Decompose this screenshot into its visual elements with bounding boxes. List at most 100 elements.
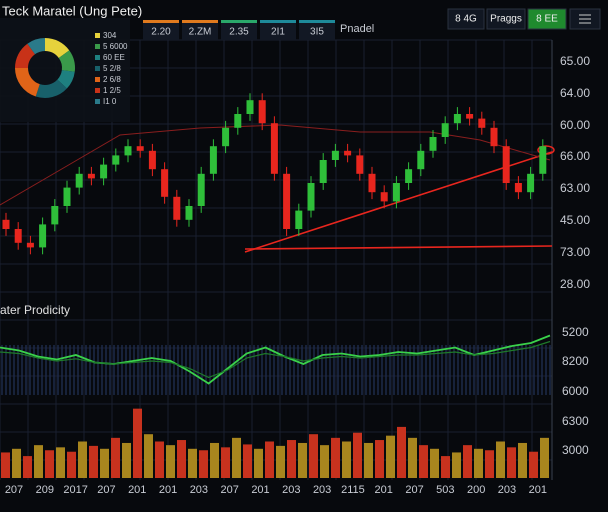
volume-bar xyxy=(144,434,153,478)
tab[interactable] xyxy=(182,20,218,40)
tab-label: 3I5 xyxy=(310,27,324,38)
x-axis-label: 201 xyxy=(375,484,393,496)
donut-segment xyxy=(27,38,45,55)
volume-axis-label: 3000 xyxy=(562,443,589,457)
indicator-line xyxy=(0,334,551,385)
candle-body xyxy=(63,187,71,206)
x-axis-label: 209 xyxy=(36,484,54,496)
candle-body xyxy=(124,146,132,156)
x-axis-label: 207 xyxy=(221,484,239,496)
legend-swatch xyxy=(95,99,100,104)
volume-bar xyxy=(166,445,175,478)
candle-body xyxy=(136,146,144,151)
candle-body xyxy=(270,123,278,174)
volume-bar xyxy=(122,442,131,478)
volume-bar xyxy=(463,445,472,478)
volume-bar xyxy=(67,451,76,478)
candle-body xyxy=(222,127,230,147)
volume-bar xyxy=(375,440,384,478)
volume-bar xyxy=(518,442,527,478)
tab[interactable] xyxy=(143,20,179,40)
candle-body xyxy=(295,210,303,229)
volume-bar xyxy=(408,437,417,478)
candle-body xyxy=(148,150,156,170)
x-axis-label: 201 xyxy=(529,484,547,496)
candle-body xyxy=(161,169,169,197)
candle-body xyxy=(368,173,376,193)
x-axis-label: 207 xyxy=(5,484,23,496)
x-axis-label: 2115 xyxy=(341,484,365,496)
indicator-title: ater Prodicity xyxy=(0,303,70,317)
candle-body xyxy=(441,123,449,137)
x-axis-label: 207 xyxy=(97,484,115,496)
volume-bar xyxy=(496,441,505,478)
volume-bar xyxy=(210,442,219,478)
volume-bar xyxy=(89,445,98,478)
x-axis-label: 207 xyxy=(405,484,423,496)
volume-bar xyxy=(199,450,208,478)
volume-bar xyxy=(540,437,549,478)
candle-body xyxy=(234,114,242,128)
price-axis-label: 28.00 xyxy=(560,277,590,291)
volume-bar xyxy=(265,441,274,478)
candle-body xyxy=(319,160,327,183)
legend-swatch xyxy=(95,88,100,93)
legend-label: 60 EE xyxy=(103,53,125,62)
menu-button[interactable] xyxy=(569,8,601,30)
indicator-line xyxy=(0,340,551,379)
tab[interactable] xyxy=(260,20,296,40)
candle-body xyxy=(392,183,400,202)
candle-body xyxy=(112,155,120,165)
legend-label: 5 2/8 xyxy=(103,64,121,73)
candle-body xyxy=(14,229,22,243)
volume-bar xyxy=(287,440,296,478)
volume-bar xyxy=(529,451,538,478)
candle-body xyxy=(502,146,510,183)
price-axis-label: 45.00 xyxy=(560,213,590,227)
volume-bar xyxy=(474,448,483,478)
candle-body xyxy=(26,242,34,248)
x-axis-label: 201 xyxy=(128,484,146,496)
volume-bar xyxy=(342,441,351,478)
button[interactable] xyxy=(527,8,567,30)
candle-body xyxy=(283,173,291,229)
donut-segment xyxy=(15,68,40,97)
side-label: Pnadel xyxy=(340,23,374,35)
candle-body xyxy=(380,192,388,202)
moving-average xyxy=(0,124,551,206)
button[interactable] xyxy=(447,8,485,30)
indicator-axis-label: 5200 xyxy=(562,325,589,339)
price-axis-label: 63.00 xyxy=(560,181,590,195)
candle-body xyxy=(429,137,437,151)
x-axis-label: 203 xyxy=(282,484,300,496)
volume-bar xyxy=(276,445,285,478)
button[interactable] xyxy=(486,8,526,30)
volume-bar xyxy=(452,452,461,478)
candle-body xyxy=(527,173,535,193)
volume-bar xyxy=(430,448,439,478)
donut-segment xyxy=(58,50,75,72)
donut-segment xyxy=(45,38,70,59)
x-axis-label: 201 xyxy=(251,484,269,496)
volume-bar xyxy=(188,448,197,478)
candle-body xyxy=(185,206,193,220)
candle-body xyxy=(307,183,315,211)
tab[interactable] xyxy=(221,20,257,40)
volume-bar xyxy=(56,447,65,478)
tab[interactable] xyxy=(299,20,335,40)
volume-bar xyxy=(298,442,307,478)
tab-accent xyxy=(182,20,218,23)
candle-body xyxy=(356,155,364,174)
app-title: Teck Maratel (Ung Pete) xyxy=(2,3,142,18)
volume-bar xyxy=(100,448,109,478)
legend-swatch xyxy=(95,77,100,82)
donut-segment xyxy=(15,43,36,68)
candle-body xyxy=(246,100,254,114)
candle-body xyxy=(75,173,83,188)
legend-swatch xyxy=(95,44,100,49)
candle-body xyxy=(514,183,522,193)
candle-body xyxy=(51,206,59,225)
button-label: Praggs xyxy=(490,14,522,25)
x-axis-label: 200 xyxy=(467,484,485,496)
